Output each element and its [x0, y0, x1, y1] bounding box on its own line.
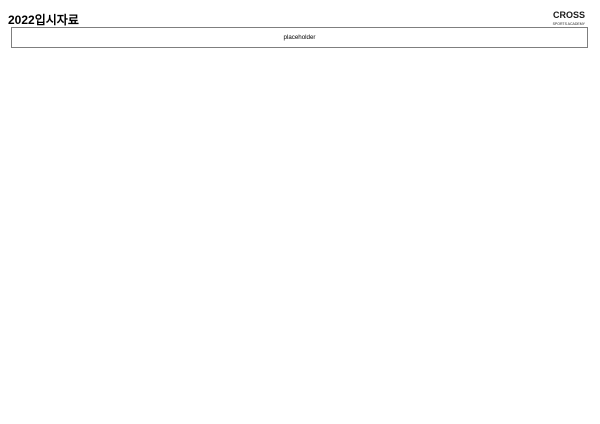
svg-text:CROSS: CROSS — [553, 10, 585, 20]
svg-text:SPORTS ACADEMY: SPORTS ACADEMY — [553, 22, 586, 26]
